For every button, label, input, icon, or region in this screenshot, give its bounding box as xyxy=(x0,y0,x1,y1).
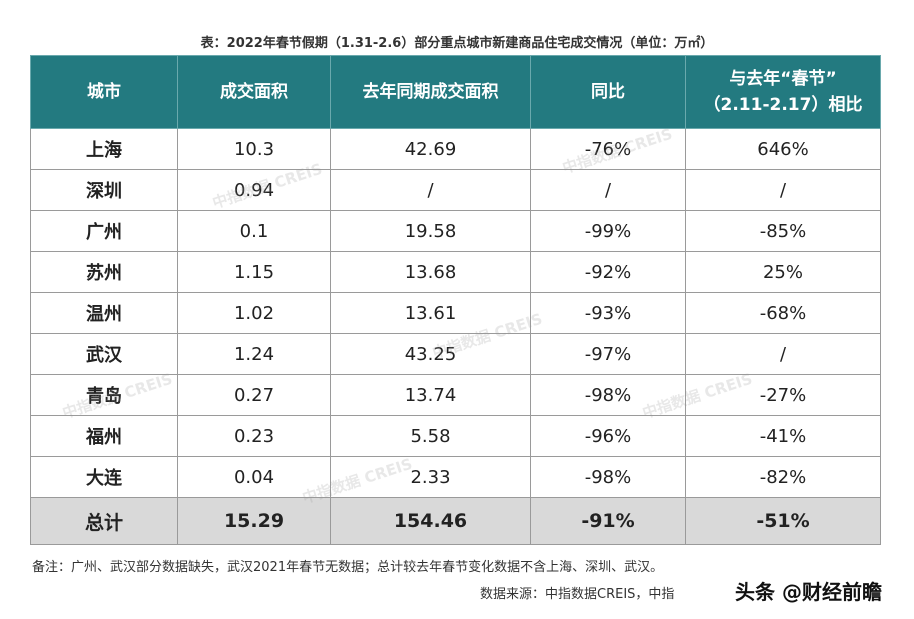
city-cell: 武汉 xyxy=(30,333,178,375)
table-caption: 表：2022年春节假期（1.31-2.6）部分重点城市新建商品住宅成交情况（单位… xyxy=(200,36,714,51)
area-cell: 0.23 xyxy=(177,415,331,457)
total-last-year-cell: 154.46 xyxy=(330,497,531,545)
header-vs-spring-line1: 与去年“春节” xyxy=(729,69,837,89)
area-cell: 0.04 xyxy=(177,456,331,498)
last-year-cell: 43.25 xyxy=(330,333,531,375)
table-header-row: 城市 成交面积 去年同期成交面积 同比 与去年“春节” （2.11-2.17）相… xyxy=(30,55,881,129)
city-cell: 上海 xyxy=(30,128,178,170)
last-year-cell: 13.74 xyxy=(330,374,531,416)
vs-spring-cell: 646% xyxy=(685,128,881,170)
area-cell: 0.94 xyxy=(177,169,331,211)
table-row: 温州 1.02 13.61 -93% -68% xyxy=(30,292,881,334)
city-cell: 广州 xyxy=(30,210,178,252)
area-cell: 1.24 xyxy=(177,333,331,375)
header-city: 城市 xyxy=(30,55,178,129)
yoy-cell: -97% xyxy=(530,333,686,375)
yoy-cell: -76% xyxy=(530,128,686,170)
city-cell: 苏州 xyxy=(30,251,178,293)
area-cell: 10.3 xyxy=(177,128,331,170)
total-yoy-cell: -91% xyxy=(530,497,686,545)
vs-spring-cell: -68% xyxy=(685,292,881,334)
last-year-cell: 13.68 xyxy=(330,251,531,293)
area-cell: 1.02 xyxy=(177,292,331,334)
header-area: 成交面积 xyxy=(177,55,331,129)
header-vs-spring-festival: 与去年“春节” （2.11-2.17）相比 xyxy=(685,55,881,129)
city-cell: 青岛 xyxy=(30,374,178,416)
table-row: 上海 10.3 42.69 -76% 646% xyxy=(30,128,881,170)
yoy-cell: -93% xyxy=(530,292,686,334)
last-year-cell: 5.58 xyxy=(330,415,531,457)
brand-watermark: 头条 @财经前瞻 xyxy=(735,580,882,604)
yoy-cell: / xyxy=(530,169,686,211)
yoy-cell: -92% xyxy=(530,251,686,293)
table-row: 武汉 1.24 43.25 -97% / xyxy=(30,333,881,375)
yoy-cell: -98% xyxy=(530,374,686,416)
yoy-cell: -98% xyxy=(530,456,686,498)
table-row: 青岛 0.27 13.74 -98% -27% xyxy=(30,374,881,416)
yoy-cell: -99% xyxy=(530,210,686,252)
header-vs-spring-line2: （2.11-2.17）相比 xyxy=(703,95,863,115)
data-source: 数据来源：中指数据CREIS，中指 xyxy=(480,587,675,602)
header-yoy: 同比 xyxy=(530,55,686,129)
city-cell: 温州 xyxy=(30,292,178,334)
vs-spring-cell: -85% xyxy=(685,210,881,252)
vs-spring-cell: 25% xyxy=(685,251,881,293)
total-area-cell: 15.29 xyxy=(177,497,331,545)
footnote: 备注：广州、武汉部分数据缺失，武汉2021年春节无数据；总计较去年春节变化数据不… xyxy=(32,560,664,575)
total-vs-spring-cell: -51% xyxy=(685,497,881,545)
last-year-cell: 13.61 xyxy=(330,292,531,334)
city-cell: 大连 xyxy=(30,456,178,498)
table-row: 苏州 1.15 13.68 -92% 25% xyxy=(30,251,881,293)
yoy-cell: -96% xyxy=(530,415,686,457)
last-year-cell: / xyxy=(330,169,531,211)
vs-spring-cell: -41% xyxy=(685,415,881,457)
area-cell: 1.15 xyxy=(177,251,331,293)
vs-spring-cell: / xyxy=(685,169,881,211)
area-cell: 0.27 xyxy=(177,374,331,416)
table-row: 深圳 0.94 / / / xyxy=(30,169,881,211)
last-year-cell: 42.69 xyxy=(330,128,531,170)
header-last-year-area: 去年同期成交面积 xyxy=(330,55,531,129)
table-row: 大连 0.04 2.33 -98% -82% xyxy=(30,456,881,498)
last-year-cell: 19.58 xyxy=(330,210,531,252)
area-cell: 0.1 xyxy=(177,210,331,252)
table-row: 福州 0.23 5.58 -96% -41% xyxy=(30,415,881,457)
housing-sales-table: 城市 成交面积 去年同期成交面积 同比 与去年“春节” （2.11-2.17）相… xyxy=(30,55,881,545)
last-year-cell: 2.33 xyxy=(330,456,531,498)
total-row: 总计 15.29 154.46 -91% -51% xyxy=(30,497,881,545)
vs-spring-cell: -82% xyxy=(685,456,881,498)
city-cell: 福州 xyxy=(30,415,178,457)
total-label-cell: 总计 xyxy=(30,497,178,545)
table-row: 广州 0.1 19.58 -99% -85% xyxy=(30,210,881,252)
vs-spring-cell: / xyxy=(685,333,881,375)
city-cell: 深圳 xyxy=(30,169,178,211)
vs-spring-cell: -27% xyxy=(685,374,881,416)
